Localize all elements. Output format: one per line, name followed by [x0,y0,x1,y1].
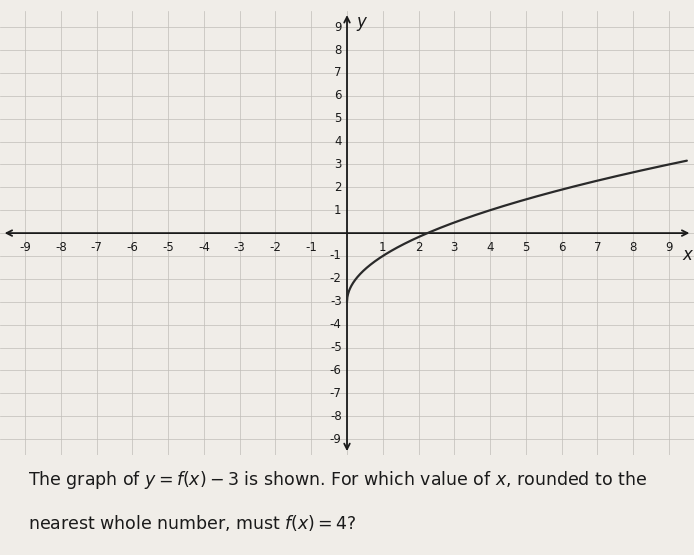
Text: y: y [356,13,366,32]
Text: -1: -1 [305,241,317,254]
Text: 1: 1 [379,241,387,254]
Text: 2: 2 [334,181,341,194]
Text: 6: 6 [334,89,341,102]
Text: The graph of $y = f(x) - 3$ is shown. For which value of $x$, rounded to the: The graph of $y = f(x) - 3$ is shown. Fo… [28,469,647,491]
Text: -8: -8 [330,410,341,423]
Text: 6: 6 [558,241,566,254]
Text: -3: -3 [330,295,341,308]
Text: 8: 8 [335,43,341,57]
Text: -1: -1 [330,250,341,263]
Text: -6: -6 [126,241,138,254]
Text: x: x [682,246,692,264]
Text: 4: 4 [486,241,494,254]
Text: -4: -4 [330,318,341,331]
Text: 4: 4 [334,135,341,148]
Text: -2: -2 [330,273,341,285]
Text: 3: 3 [335,158,341,171]
Text: 8: 8 [629,241,637,254]
Text: 5: 5 [335,112,341,125]
Text: -3: -3 [234,241,246,254]
Text: -7: -7 [330,387,341,400]
Text: -4: -4 [198,241,210,254]
Text: 9: 9 [666,241,672,254]
Text: nearest whole number, must $f(x) = 4$?: nearest whole number, must $f(x) = 4$? [28,513,357,533]
Text: 1: 1 [334,204,341,216]
Text: -9: -9 [19,241,31,254]
Text: 9: 9 [334,21,341,34]
Text: -8: -8 [55,241,67,254]
Text: 5: 5 [522,241,530,254]
Text: 3: 3 [450,241,458,254]
Text: -5: -5 [162,241,174,254]
Text: -5: -5 [330,341,341,354]
Text: -6: -6 [330,364,341,377]
Text: 7: 7 [593,241,601,254]
Text: -2: -2 [269,241,281,254]
Text: 2: 2 [415,241,422,254]
Text: -7: -7 [91,241,103,254]
Text: 7: 7 [334,67,341,79]
Text: -9: -9 [330,432,341,446]
